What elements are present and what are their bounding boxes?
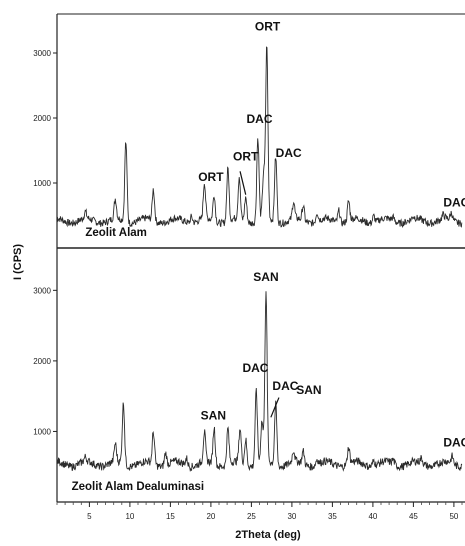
annotation-pointer xyxy=(270,397,280,418)
x-axis-title: 2Theta (deg) xyxy=(235,529,301,541)
x-tick-label: 15 xyxy=(166,512,175,521)
peak-annotation: DAC xyxy=(443,195,465,209)
y-axis-title: I (CPS) xyxy=(12,244,24,280)
y-tick-label: 2000 xyxy=(33,357,51,366)
peak-annotation: ORT xyxy=(198,170,224,184)
x-tick-label: 5 xyxy=(87,512,92,521)
peak-annotation: DAC xyxy=(443,435,465,449)
peak-annotation: ORT xyxy=(255,19,281,33)
x-axis-ticks: 5 10 15 20 25 30 35 40 45 50 xyxy=(87,502,459,521)
x-tick-label: 50 xyxy=(449,512,458,521)
y-tick-label: 2000 xyxy=(33,114,51,123)
y-tick-label: 3000 xyxy=(33,49,51,58)
x-tick-label: 10 xyxy=(125,512,134,521)
y-tick-label: 1000 xyxy=(33,427,51,436)
peak-annotation: SAN xyxy=(253,270,278,284)
peak-annotation: DAC xyxy=(242,361,268,375)
peak-annotation: DAC xyxy=(247,112,273,126)
panel-name-label: Zeolit Alam xyxy=(85,227,147,239)
peak-annotation: ORT xyxy=(233,149,259,163)
x-tick-label: 25 xyxy=(247,512,256,521)
x-tick-label: 40 xyxy=(368,512,377,521)
x-tick-label: 30 xyxy=(287,512,296,521)
peak-annotation: DAC xyxy=(272,379,298,393)
y-tick-label: 3000 xyxy=(33,286,51,295)
panel-name-label: Zeolit Alam Dealuminasi xyxy=(72,481,205,493)
peak-annotation: SAN xyxy=(296,383,321,397)
x-tick-label: 20 xyxy=(206,512,215,521)
panel-1: 1000 2000 3000 ORT DAC ORT DAC ORT DAC Zeolit Ala… xyxy=(33,19,465,239)
diffraction-series-line xyxy=(56,291,463,473)
annotation-pointer xyxy=(239,171,247,195)
x-tick-label: 35 xyxy=(328,512,337,521)
peak-annotation: DAC xyxy=(276,146,302,160)
x-tick-label: 45 xyxy=(409,512,418,521)
peak-annotation: SAN xyxy=(201,408,226,422)
diffraction-series-line xyxy=(56,46,463,229)
y-tick-label: 1000 xyxy=(33,179,51,188)
x-minor-ticks xyxy=(56,502,463,505)
panels: 1000 2000 3000 ORT DAC ORT DAC ORT DAC Zeolit Ala… xyxy=(33,19,465,493)
